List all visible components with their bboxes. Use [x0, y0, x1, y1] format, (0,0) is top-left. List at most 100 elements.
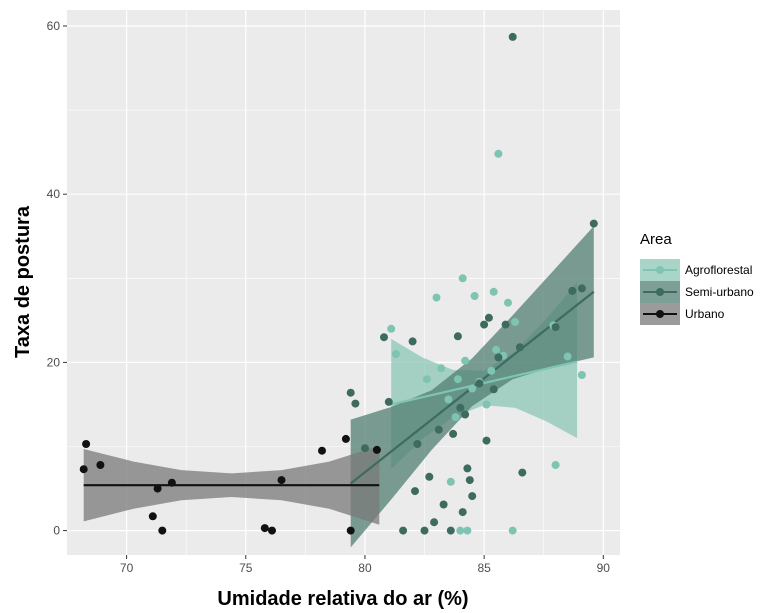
- x-tick-label: 80: [358, 561, 372, 575]
- point-agroflorestal: [461, 356, 470, 365]
- point-agroflorestal: [504, 298, 512, 307]
- point-semi-urbano: [577, 284, 586, 293]
- point-agroflorestal: [494, 149, 503, 158]
- point-urbano: [148, 512, 157, 521]
- point-semi-urbano: [489, 385, 498, 394]
- point-semi-urbano: [456, 403, 465, 412]
- point-semi-urbano: [420, 526, 429, 535]
- point-semi-urbano: [430, 518, 439, 527]
- point-agroflorestal: [577, 371, 586, 379]
- point-semi-urbano: [461, 410, 470, 419]
- point-urbano: [167, 478, 176, 487]
- point-semi-urbano: [413, 440, 422, 448]
- point-semi-urbano: [465, 476, 474, 485]
- legend-label: Semi-urbano: [685, 285, 754, 299]
- point-semi-urbano: [446, 526, 455, 535]
- point-agroflorestal: [422, 375, 431, 384]
- point-semi-urbano: [475, 379, 484, 388]
- point-agroflorestal: [470, 292, 479, 300]
- point-urbano: [82, 440, 91, 448]
- point-semi-urbano: [482, 436, 491, 445]
- legend-label: Agroflorestal: [685, 263, 752, 277]
- legend-key-point: [656, 288, 664, 296]
- point-agroflorestal: [551, 461, 560, 469]
- point-semi-urbano: [501, 320, 510, 329]
- x-axis-ticks: 70 75 80 85 90: [120, 555, 610, 575]
- point-agroflorestal: [487, 366, 496, 375]
- point-semi-urbano: [380, 333, 388, 342]
- point-semi-urbano: [508, 32, 517, 41]
- point-semi-urbano: [518, 468, 527, 477]
- legend-key-point: [656, 310, 664, 318]
- point-semi-urbano: [449, 429, 458, 438]
- x-tick-label: 70: [120, 561, 134, 575]
- data-points: [79, 32, 598, 535]
- point-semi-urbano: [361, 444, 369, 453]
- point-semi-urbano: [399, 526, 408, 535]
- point-agroflorestal: [391, 350, 400, 358]
- point-semi-urbano: [458, 508, 467, 517]
- point-agroflorestal: [437, 364, 446, 373]
- legend-key-point: [656, 266, 664, 274]
- point-semi-urbano: [494, 353, 503, 362]
- point-agroflorestal: [492, 345, 501, 354]
- point-agroflorestal: [387, 324, 396, 333]
- x-tick-label: 90: [597, 561, 611, 575]
- point-semi-urbano: [434, 425, 443, 434]
- x-axis-title: Umidade relativa do ar (%): [217, 588, 468, 610]
- legend: Area Agroflorestal Semi-urbano Urbano: [640, 231, 754, 325]
- point-semi-urbano: [515, 343, 524, 352]
- fit-line-agroflorestal: [390, 360, 578, 406]
- point-urbano: [318, 446, 326, 455]
- point-urbano: [341, 434, 350, 443]
- point-agroflorestal: [482, 400, 491, 409]
- point-semi-urbano: [453, 332, 462, 341]
- point-semi-urbano: [468, 492, 477, 501]
- x-tick-label: 75: [239, 561, 253, 575]
- y-tick-label: 0: [53, 524, 60, 538]
- point-semi-urbano: [384, 397, 393, 406]
- point-semi-urbano: [346, 388, 355, 397]
- point-semi-urbano: [408, 337, 417, 346]
- grid-minor: [67, 10, 620, 555]
- point-semi-urbano: [439, 500, 448, 509]
- point-agroflorestal: [453, 375, 462, 384]
- point-agroflorestal: [563, 352, 572, 361]
- point-semi-urbano: [351, 399, 360, 408]
- point-urbano: [372, 445, 381, 454]
- point-agroflorestal: [508, 526, 517, 535]
- y-axis-ticks: 0 20 40 60: [47, 19, 67, 538]
- point-semi-urbano: [568, 286, 577, 295]
- point-agroflorestal: [511, 318, 520, 326]
- legend-title: Area: [640, 231, 672, 248]
- point-urbano: [158, 526, 167, 535]
- point-agroflorestal: [446, 477, 455, 486]
- point-agroflorestal: [451, 413, 460, 422]
- point-urbano: [268, 526, 276, 535]
- x-tick-label: 85: [477, 561, 491, 575]
- point-semi-urbano: [484, 313, 493, 322]
- point-semi-urbano: [589, 219, 598, 228]
- point-urbano: [277, 476, 286, 485]
- point-semi-urbano: [463, 464, 472, 473]
- point-semi-urbano: [411, 487, 419, 496]
- point-agroflorestal: [458, 274, 467, 283]
- point-agroflorestal: [456, 526, 465, 535]
- point-urbano: [79, 465, 88, 474]
- point-agroflorestal: [432, 293, 441, 302]
- point-urbano: [260, 524, 269, 533]
- y-tick-label: 60: [47, 19, 61, 33]
- point-urbano: [153, 484, 162, 493]
- y-tick-label: 40: [47, 187, 61, 201]
- point-urbano: [96, 461, 105, 469]
- point-semi-urbano: [480, 320, 489, 329]
- point-agroflorestal: [468, 384, 477, 393]
- point-urbano: [346, 526, 355, 535]
- y-axis-title: Taxa de postura: [12, 205, 34, 358]
- point-semi-urbano: [551, 323, 560, 332]
- legend-keys: Agroflorestal Semi-urbano Urbano: [640, 259, 754, 325]
- point-agroflorestal: [444, 395, 453, 404]
- y-tick-label: 20: [47, 355, 61, 369]
- point-agroflorestal: [463, 526, 472, 535]
